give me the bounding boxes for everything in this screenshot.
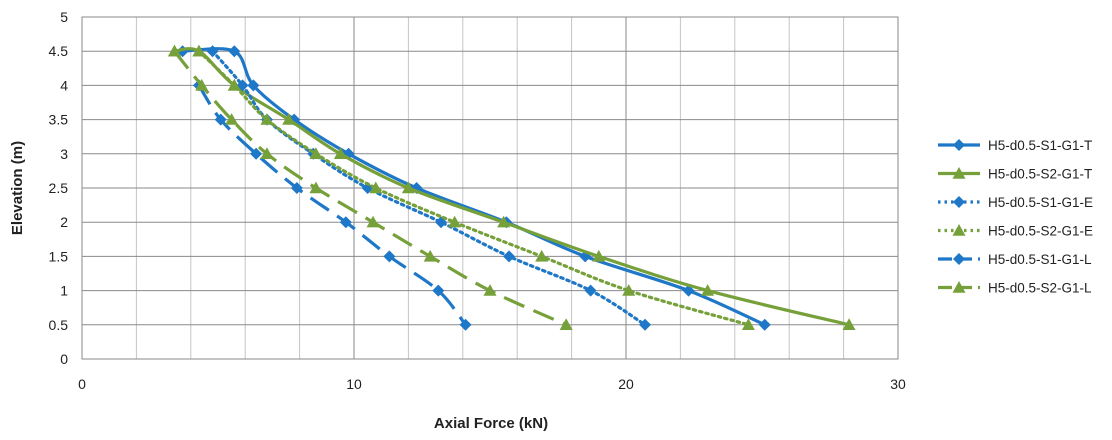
- axes: 0 10 20 30 0 0.5 1 1.5 2 2.5 3 3.5 4 4.5 5: [49, 9, 906, 392]
- legend-label: H5-d0.5-S1-G1-L: [988, 252, 1092, 267]
- series-6: [167, 44, 573, 330]
- data-point-triangle: [195, 78, 209, 91]
- series-2: [167, 44, 856, 330]
- grid: [81, 16, 899, 360]
- data-point-triangle: [842, 318, 856, 330]
- legend-label: H5-d0.5-S2-G1-T: [988, 167, 1092, 182]
- legend: H5-d0.5-S1-G1-T H5-d0.5-S2-G1-T H5-d0.5-S1…: [938, 138, 1093, 296]
- data-point-triangle: [952, 167, 966, 179]
- series-line: [197, 84, 467, 326]
- data-point-diamond: [459, 318, 472, 331]
- data-point-triangle: [535, 249, 549, 262]
- data-point-triangle: [260, 113, 274, 125]
- data-point-triangle: [497, 215, 511, 228]
- data-point-triangle: [741, 318, 755, 330]
- data-point-diamond: [228, 45, 241, 58]
- data-point-triangle: [227, 78, 241, 91]
- data-point-diamond: [432, 284, 445, 297]
- plot-series: [167, 44, 856, 331]
- legend-entry: H5-d0.5-S1-G1-L: [938, 252, 1092, 267]
- y-tick-label: 2.5: [49, 180, 69, 196]
- y-tick-label: 0.5: [49, 317, 69, 333]
- data-point-diamond: [953, 253, 965, 265]
- x-tick-label: 30: [890, 376, 906, 392]
- x-axis-title: Axial Force (kN): [434, 415, 548, 432]
- data-point-triangle: [592, 249, 606, 262]
- y-tick-label: 3: [60, 146, 68, 162]
- legend-entry: H5-d0.5-S1-G1-T: [938, 138, 1092, 153]
- series-line: [174, 47, 850, 327]
- data-point-triangle: [225, 113, 239, 125]
- data-point-triangle: [167, 44, 181, 57]
- series-line: [182, 47, 766, 327]
- data-point-diamond: [503, 250, 516, 263]
- x-tick-label: 10: [346, 376, 362, 392]
- plot-area-border: [81, 16, 899, 360]
- x-tick-label: 20: [618, 376, 634, 392]
- data-point-triangle: [333, 147, 347, 159]
- data-point-triangle: [369, 181, 383, 194]
- data-point-triangle: [401, 181, 415, 194]
- data-point-diamond: [383, 250, 396, 263]
- legend-label: H5-d0.5-S1-G1-T: [988, 138, 1092, 153]
- data-point-triangle: [192, 44, 206, 57]
- y-tick-label: 0: [60, 351, 68, 367]
- y-tick-label: 1.5: [49, 248, 69, 264]
- data-point-triangle: [483, 284, 497, 296]
- y-axis-title: Elevation (m): [9, 141, 26, 235]
- data-point-triangle: [309, 181, 323, 194]
- data-point-triangle: [701, 284, 715, 296]
- data-point-triangle: [952, 224, 966, 236]
- legend-label: H5-d0.5-S2-G1-E: [988, 224, 1093, 239]
- data-point-triangle: [282, 113, 296, 125]
- x-tick-label: 0: [78, 376, 86, 392]
- series-line: [173, 50, 567, 327]
- data-point-triangle: [423, 249, 437, 262]
- data-point-diamond: [247, 79, 260, 92]
- series-4: [192, 44, 755, 330]
- data-point-triangle: [309, 147, 323, 159]
- y-tick-label: 4: [60, 77, 68, 93]
- data-point-diamond: [758, 318, 771, 331]
- data-point-diamond: [339, 216, 352, 229]
- y-tick-label: 2: [60, 214, 68, 230]
- legend-entry: H5-d0.5-S2-G1-L: [938, 281, 1092, 296]
- series-5: [192, 79, 472, 331]
- data-point-diamond: [639, 318, 652, 331]
- legend-entry: H5-d0.5-S2-G1-T: [938, 167, 1092, 182]
- data-point-triangle: [260, 147, 274, 159]
- legend-label: H5-d0.5-S2-G1-L: [988, 281, 1092, 296]
- legend-entry: H5-d0.5-S2-G1-E: [938, 224, 1093, 239]
- data-point-diamond: [206, 45, 219, 58]
- data-point-triangle: [448, 215, 462, 228]
- data-point-triangle: [622, 284, 636, 296]
- y-tick-label: 1: [60, 283, 68, 299]
- data-point-diamond: [250, 147, 263, 160]
- data-point-diamond: [290, 182, 303, 194]
- data-point-diamond: [584, 284, 597, 297]
- legend-entry: H5-d0.5-S1-G1-E: [938, 195, 1093, 210]
- data-point-diamond: [214, 113, 227, 126]
- legend-label: H5-d0.5-S1-G1-E: [988, 195, 1093, 210]
- data-point-triangle: [559, 318, 573, 330]
- y-tick-label: 3.5: [49, 112, 69, 128]
- data-point-triangle: [952, 281, 966, 293]
- y-tick-label: 4.5: [49, 43, 69, 59]
- data-point-triangle: [366, 215, 380, 228]
- data-point-diamond: [953, 139, 965, 151]
- y-tick-label: 5: [60, 9, 68, 25]
- data-point-diamond: [953, 196, 965, 208]
